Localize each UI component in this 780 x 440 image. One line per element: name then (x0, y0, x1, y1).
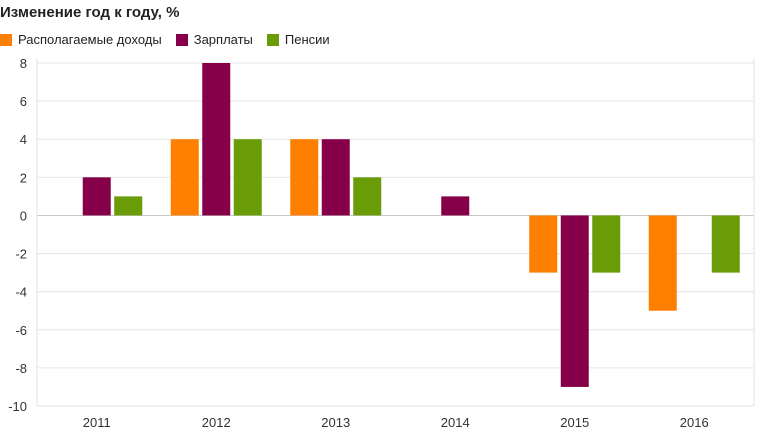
y-tick-label: 0 (20, 208, 27, 223)
y-tick-label: -6 (15, 323, 27, 338)
y-tick-label: 6 (20, 94, 27, 109)
y-tick-label: -8 (15, 361, 27, 376)
bar-2015-series-3[interactable] (592, 215, 621, 273)
x-tick-label: 2014 (441, 415, 470, 430)
bar-2012-series-3[interactable] (233, 139, 262, 216)
grid-lines (36, 59, 755, 407)
y-tick-label: 2 (20, 170, 27, 185)
chart-title: Изменение год к году, % (0, 4, 180, 21)
bar-2015-series-1[interactable] (529, 215, 558, 273)
bar-2011-series-3[interactable] (114, 196, 143, 216)
x-tick-label: 2012 (202, 415, 231, 430)
legend-label-disposable-income: Располагаемые доходы (18, 32, 162, 47)
x-tick-label: 2013 (321, 415, 350, 430)
legend-item-pensions[interactable]: Пенсии (266, 32, 330, 47)
bars (82, 63, 740, 387)
x-tick-label: 2011 (83, 415, 111, 430)
bar-2016-series-1[interactable] (648, 215, 677, 311)
bar-2012-series-1[interactable] (170, 139, 199, 216)
bar-2013-series-2[interactable] (321, 139, 350, 216)
x-axis-ticks: 2011 2012 2013 2014 2015 2016 (83, 415, 709, 430)
bar-2013-series-1[interactable] (290, 139, 319, 216)
legend-item-disposable-income[interactable]: Располагаемые доходы (0, 32, 162, 47)
y-tick-label: 8 (20, 56, 27, 71)
y-axis-ticks: 8 6 4 2 0 -2 -4 -6 -8 -10 (8, 56, 27, 414)
y-tick-label: -4 (15, 285, 27, 300)
legend-swatch-pensions (266, 33, 279, 46)
bar-2015-series-2[interactable] (560, 215, 589, 387)
y-tick-label: -10 (8, 399, 27, 414)
x-tick-label: 2015 (560, 415, 589, 430)
y-tick-label: 4 (20, 132, 27, 147)
bar-2016-series-3[interactable] (711, 215, 740, 273)
bar-2014-series-2[interactable] (441, 196, 470, 216)
x-tick-label: 2016 (680, 415, 709, 430)
y-tick-label: -2 (15, 247, 27, 262)
legend-swatch-salaries (175, 33, 188, 46)
bar-2012-series-2[interactable] (202, 63, 231, 216)
legend-label-pensions: Пенсии (284, 32, 330, 47)
legend-item-salaries[interactable]: Зарплаты (175, 32, 253, 47)
legend-swatch-disposable-income (0, 33, 12, 46)
legend: Располагаемые доходы Зарплаты Пенсии (0, 32, 344, 47)
bar-2011-series-2[interactable] (82, 177, 111, 216)
legend-label-salaries: Зарплаты (193, 32, 253, 47)
bar-2013-series-3[interactable] (353, 177, 382, 216)
